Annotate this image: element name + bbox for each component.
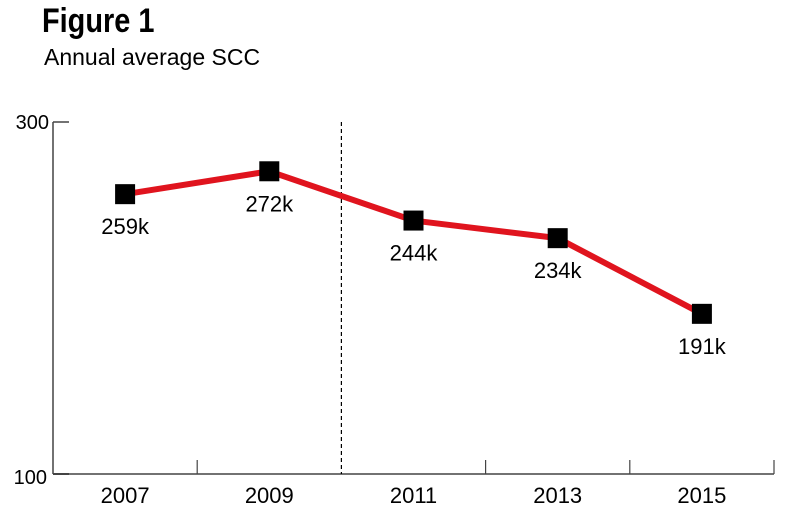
x-tick-label: 2009	[245, 483, 294, 508]
data-point-marker	[115, 184, 136, 205]
x-tick-label: 2013	[533, 483, 582, 508]
x-tick-label: 2007	[101, 483, 150, 508]
y-tick-label: 300	[16, 112, 49, 134]
data-point-marker	[403, 210, 424, 231]
data-point-marker	[259, 161, 280, 182]
data-label: 272k	[245, 191, 294, 216]
data-label: 244k	[390, 241, 439, 266]
chart-subtitle: Annual average SCC	[44, 44, 261, 70]
y-tick-label: 100	[14, 467, 47, 489]
data-label: 259k	[101, 214, 150, 239]
data-point-marker	[547, 228, 568, 249]
x-tick-label: 2015	[677, 483, 726, 508]
data-label: 234k	[534, 258, 583, 283]
chart-title: Figure 1	[42, 2, 155, 40]
data-point-marker	[691, 303, 712, 324]
x-tick-label: 2011	[390, 483, 437, 508]
data-label: 191k	[678, 334, 727, 359]
